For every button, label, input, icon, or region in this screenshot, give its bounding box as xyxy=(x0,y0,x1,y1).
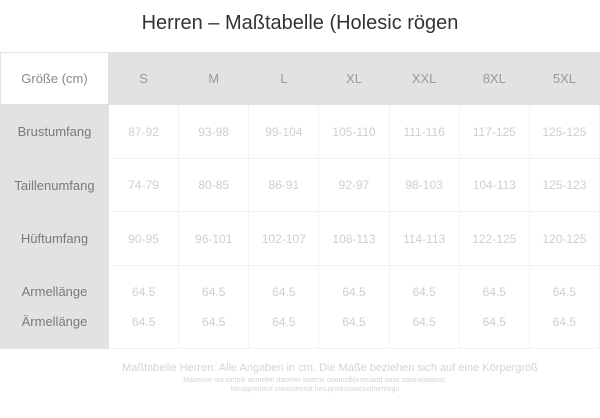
label-line: Armellänge xyxy=(21,284,88,299)
cell: 64.5 64.5 xyxy=(318,265,390,349)
size-header: XL xyxy=(318,52,390,105)
corner-label: Größe (cm) xyxy=(0,52,109,105)
cell: 93-98 xyxy=(178,104,250,159)
cell: 105-110 xyxy=(318,104,390,159)
cell: 86-91 xyxy=(248,158,320,212)
footer-note: Maßtabelle Herren: Alle Angaben in cm. D… xyxy=(0,362,600,393)
value: 64.5 xyxy=(202,315,226,329)
value: 64.5 xyxy=(131,285,156,299)
size-table: Größe (cm) S M L XL XXL 8XL 5XL Brustumf… xyxy=(0,52,600,349)
value: 64.5 xyxy=(412,285,436,299)
cell: 74-79 xyxy=(107,158,180,212)
cell: 96-101 xyxy=(178,211,250,266)
cell: 125-123 xyxy=(528,158,600,212)
footer-line: Ilenagnentsof mancoenmit hes productoacl… xyxy=(230,386,400,393)
value: 64.5 xyxy=(482,315,506,329)
table-row: Taillenumfang 74-79 80-85 86-91 92-97 98… xyxy=(0,158,600,212)
value: 64.5 xyxy=(342,315,366,329)
row-label: Taillenumfang xyxy=(0,158,109,212)
row-label: Hüftumfang xyxy=(0,211,109,266)
label-line: Ärmellänge xyxy=(21,314,88,329)
page-title: Herren – Maßtabelle (Holesic rögen xyxy=(141,12,459,34)
cell: 120-125 xyxy=(528,211,600,266)
cell: 90-95 xyxy=(107,211,180,266)
cell: 114-113 xyxy=(388,211,460,266)
row-label: Armellänge Ärmellänge xyxy=(0,265,109,349)
value: 64.5 xyxy=(272,285,296,299)
cell: 87-92 xyxy=(107,104,180,159)
value: 64.5 xyxy=(482,285,506,299)
table-row: Brustumfang 87-92 93-98 99-104 105-110 1… xyxy=(0,104,600,159)
size-header: L xyxy=(248,52,320,105)
size-header: 5XL xyxy=(528,52,600,105)
value: 64.5 xyxy=(552,315,577,329)
cell: 92-97 xyxy=(318,158,390,212)
cell: 64.5 64.5 xyxy=(178,265,250,349)
cell: 64.5 64.5 xyxy=(107,265,180,349)
cell: 64.5 64.5 xyxy=(528,265,600,349)
cell: 80-85 xyxy=(178,158,250,212)
row-label: Brustumfang xyxy=(0,104,109,159)
cell: 64.5 64.5 xyxy=(388,265,460,349)
cell: 111-116 xyxy=(388,104,460,159)
table-row: Hüftumfang 90-95 96-101 102-107 108-113 … xyxy=(0,211,600,266)
cell: 102-107 xyxy=(248,211,320,266)
table-row-sleeve: Armellänge Ärmellänge 64.5 64.5 64.5 64.5 6… xyxy=(0,265,600,349)
table-header-row: Größe (cm) S M L XL XXL 8XL 5XL xyxy=(0,52,600,105)
value: 64.5 xyxy=(131,315,156,329)
value: 64.5 xyxy=(272,315,296,329)
cell: 64.5 64.5 xyxy=(458,265,530,349)
cell: 122-125 xyxy=(458,211,530,266)
size-header: M xyxy=(178,52,250,105)
cell: 117-125 xyxy=(458,104,530,159)
cell: 125-125 xyxy=(528,104,600,159)
size-header: XXL xyxy=(388,52,460,105)
value: 64.5 xyxy=(202,285,226,299)
value: 64.5 xyxy=(342,285,366,299)
cell: 64.5 64.5 xyxy=(248,265,320,349)
cell: 98-103 xyxy=(388,158,460,212)
value: 64.5 xyxy=(412,315,436,329)
value: 64.5 xyxy=(552,285,577,299)
cell: 99-104 xyxy=(248,104,320,159)
cell: 108-113 xyxy=(318,211,390,266)
size-header: 8XL xyxy=(458,52,530,105)
footer-line: Maßtabelle Herren: Alle Angaben in cm. D… xyxy=(122,362,538,374)
footer-line: Masenne not simple anmelen daselen beern… xyxy=(183,377,447,384)
cell: 104-113 xyxy=(458,158,530,212)
size-header: S xyxy=(107,52,180,105)
